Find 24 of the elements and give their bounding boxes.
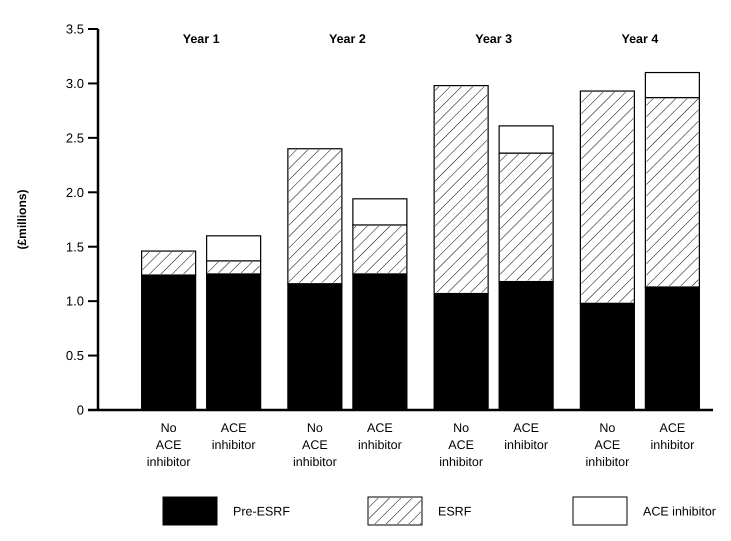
legend-label: Pre-ESRF [233,504,290,518]
x-tick-label: ACE inhibitor [650,421,694,452]
y-tick-label: 1.0 [66,294,84,309]
x-tick-label: No ACE inhibitor [292,421,337,469]
x-tick-label: ACE inhibitor [504,421,548,452]
x-tick-label: No ACE inhibitor [439,421,484,469]
y-axis-title: (£millions) [15,189,29,250]
y-tick-label: 1.5 [66,239,84,254]
y-tick-label: 3.5 [66,22,84,37]
annotation: Year 3 [475,32,512,46]
y-tick-label: 3.0 [66,76,84,91]
annotation: Year 1 [182,32,220,46]
y-tick-label: 2.0 [66,184,84,200]
y-tick-label: 0 [76,402,84,418]
annotation: Year 4 [621,32,658,46]
annotation: Year 2 [328,32,366,46]
y-tick-label: 0.5 [66,348,84,364]
x-tick-label: ACE inhibitor [358,421,402,452]
x-tick-label: No ACE inhibitor [146,421,191,469]
y-tick-label: 2.5 [66,130,84,146]
legend-label: ACE inhibitor [643,504,716,518]
legend-label: ESRF [438,504,472,518]
x-tick-label: No ACE inhibitor [585,421,630,469]
x-tick-label: ACE inhibitor [212,421,256,452]
